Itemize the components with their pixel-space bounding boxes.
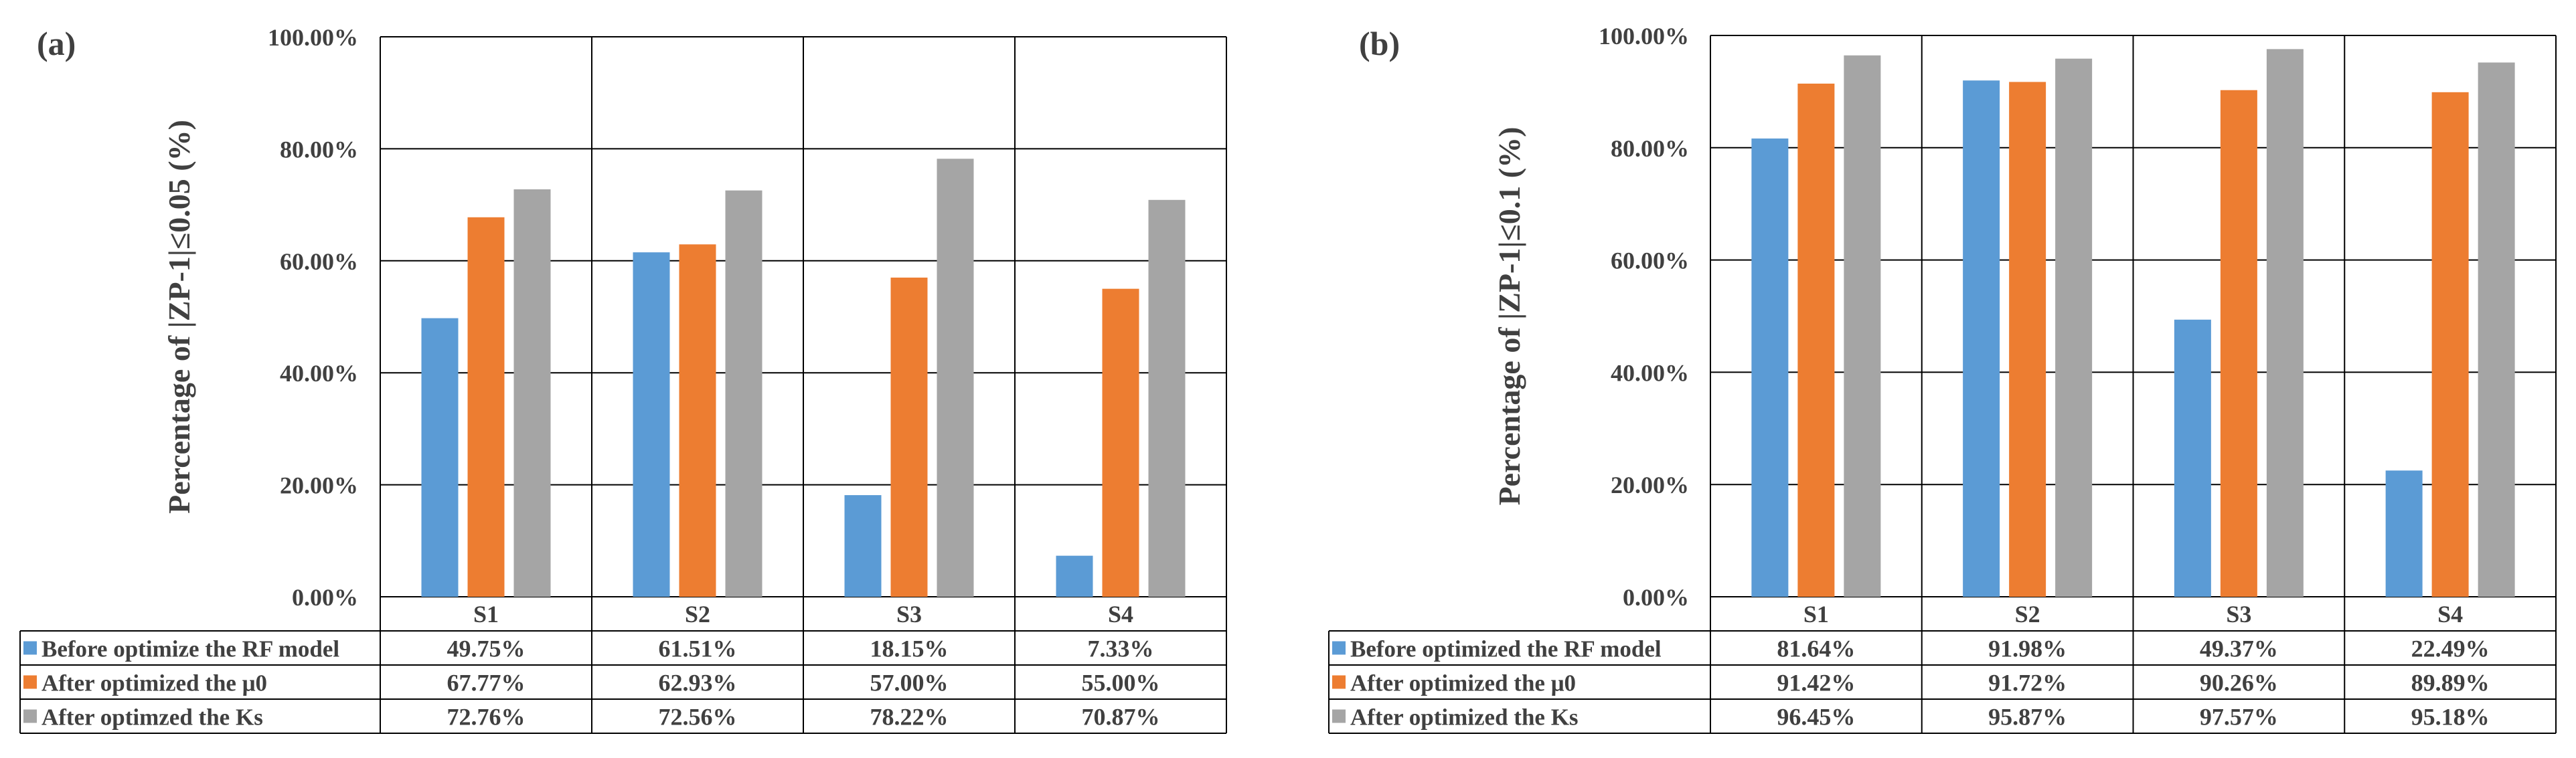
bar-s3-series-1 (844, 495, 882, 597)
data-table-value: 61.51% (659, 636, 737, 662)
data-table-value: 55.00% (1082, 670, 1160, 696)
bar-s2-series-3 (725, 190, 762, 597)
bar-s3-series-1 (2174, 319, 2211, 597)
bar-s1-series-3 (513, 189, 551, 597)
data-table-value: 49.75% (447, 636, 526, 662)
data-table-value: 70.87% (1082, 704, 1160, 731)
bar-s1-series-1 (421, 318, 459, 597)
y-tick-label: 60.00% (1611, 248, 1689, 274)
data-table-value: 91.42% (1777, 670, 1855, 696)
y-tick-label: 100.00% (1599, 23, 1689, 50)
bar-s4-series-2 (2431, 92, 2469, 597)
legend-label-series-3: After optimized the Ks (1350, 704, 1579, 731)
bar-s1-series-3 (1844, 55, 1881, 597)
data-table-value: 57.00% (870, 670, 949, 696)
y-tick-label: 40.00% (1611, 359, 1689, 386)
legend-label-series-1: Before optimized the RF model (1350, 636, 1662, 662)
legend-swatch-series-3 (23, 709, 37, 723)
bar-s1-series-2 (467, 217, 505, 597)
bar-s2-series-2 (679, 244, 716, 597)
x-category-label: S3 (896, 601, 922, 628)
chart-panel-b: (b) Percentage of |ZP-1|≤0.1 (%) 0.00% 20.0… (1328, 23, 2557, 734)
data-table-value: 72.56% (659, 704, 737, 731)
legend-label-series-3: After optimzed the Ks (42, 704, 263, 731)
legend-label-series-2: After optimized the μ0 (42, 670, 267, 696)
y-tick-label: 80.00% (1611, 135, 1689, 162)
bar-s2-series-1 (633, 252, 670, 597)
legend-label-series-2: After optimized the μ0 (1350, 670, 1576, 696)
bar-s2-series-3 (2055, 58, 2093, 597)
data-table-value: 49.37% (2200, 636, 2278, 662)
chart-panel-a: (a) Percentage of |ZP-1|≤0.05 (%) 0.00% 20.… (19, 24, 1227, 734)
x-category-label: S2 (2015, 601, 2040, 628)
y-tick-label: 40.00% (280, 360, 358, 387)
data-table-value: 95.87% (1988, 704, 2067, 731)
bar-s3-series-2 (2220, 90, 2257, 597)
y-tick-label: 80.00% (280, 136, 358, 163)
data-table-value: 90.26% (2200, 670, 2278, 696)
data-table-value: 62.93% (659, 670, 737, 696)
x-category-label: S4 (2437, 601, 2463, 628)
data-table-value: 95.18% (2411, 704, 2490, 731)
legend-swatch-series-1 (1332, 641, 1346, 655)
bar-s3-series-3 (937, 159, 974, 597)
y-tick-label: 0.00% (292, 584, 358, 611)
bar-s3-series-3 (2266, 49, 2304, 597)
bar-s1-series-2 (1797, 83, 1835, 597)
y-tick-label: 60.00% (280, 248, 358, 275)
bar-s2-series-2 (2009, 82, 2046, 597)
legend-swatch-series-1 (23, 641, 37, 655)
y-tick-label: 20.00% (1611, 472, 1689, 498)
bar-s4-series-3 (2478, 62, 2515, 597)
x-category-label: S1 (1803, 601, 1829, 628)
data-table-value: 22.49% (2411, 636, 2490, 662)
legend-swatch-series-2 (1332, 675, 1346, 689)
x-category-label: S2 (685, 601, 710, 628)
data-table-value: 91.98% (1988, 636, 2067, 662)
y-axis-title: Percentage of |ZP-1|≤0.05 (%) (162, 120, 196, 514)
data-table-value: 97.57% (2200, 704, 2278, 731)
y-axis-title: Percentage of |ZP-1|≤0.1 (%) (1492, 127, 1526, 506)
bar-s4-series-1 (1056, 555, 1093, 597)
bar-s4-series-1 (2385, 470, 2423, 597)
data-table-value: 96.45% (1777, 704, 1855, 731)
legend-swatch-series-2 (23, 675, 37, 689)
y-tick-label: 0.00% (1623, 584, 1689, 611)
data-table-value: 89.89% (2411, 670, 2490, 696)
bar-s4-series-3 (1148, 199, 1186, 597)
y-tick-label: 100.00% (268, 24, 358, 51)
x-category-label: S4 (1108, 601, 1133, 628)
legend-swatch-series-3 (1332, 709, 1346, 723)
data-table-value: 91.72% (1988, 670, 2067, 696)
y-tick-label: 20.00% (280, 472, 358, 499)
panel-label: (a) (37, 25, 76, 62)
bar-s4-series-2 (1102, 288, 1139, 597)
data-table-value: 78.22% (870, 704, 949, 731)
data-table-value: 7.33% (1088, 636, 1154, 662)
bar-s3-series-2 (890, 277, 928, 597)
x-category-label: S3 (2226, 601, 2251, 628)
data-table-value: 18.15% (870, 636, 949, 662)
bar-s1-series-1 (1751, 138, 1789, 597)
legend-label-series-1: Before optimize the RF model (42, 636, 339, 662)
panel-label: (b) (1359, 25, 1400, 62)
data-table-value: 81.64% (1777, 636, 1855, 662)
bar-s2-series-1 (1963, 80, 2000, 597)
x-category-label: S1 (473, 601, 499, 628)
data-table-value: 67.77% (447, 670, 526, 696)
data-table-value: 72.76% (447, 704, 526, 731)
